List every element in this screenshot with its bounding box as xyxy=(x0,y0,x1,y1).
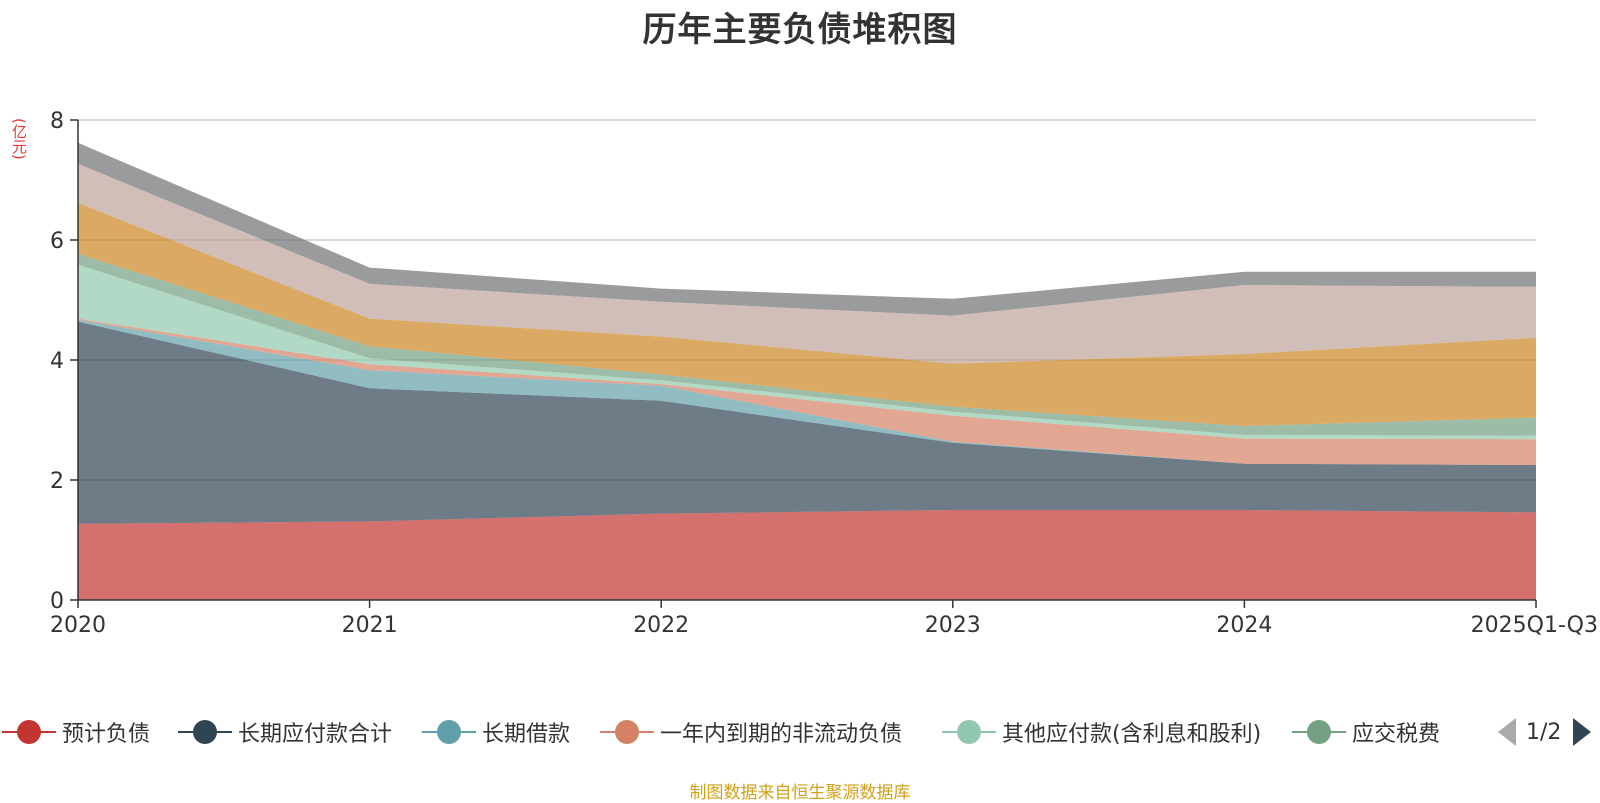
y-tick-label: 8 xyxy=(50,109,64,134)
area-series-1[interactable] xyxy=(78,510,1536,600)
legend-item-6[interactable]: 应交税费 xyxy=(1290,712,1440,752)
legend-item-1[interactable]: 预计负债 xyxy=(0,712,150,752)
y-axis-unit-label: (亿元) xyxy=(10,118,28,160)
y-tick-label: 4 xyxy=(50,349,64,374)
y-tick-label: 6 xyxy=(50,229,64,254)
legend-label: 其他应付款(含利息和股利) xyxy=(1002,722,1262,747)
legend-label: 长期应付款合计 xyxy=(238,722,393,747)
legend: 预计负债 长期应付款合计 长期借款 一年内到期的非流动负债 其他应付款(含利息和… xyxy=(0,712,1600,752)
legend-item-5[interactable]: 其他应付款(含利息和股利) xyxy=(940,712,1261,752)
legend-marker-icon xyxy=(940,712,998,752)
legend-page-indicator: 1/2 xyxy=(1526,719,1562,745)
legend-label: 长期借款 xyxy=(482,722,571,747)
tick-labels: 0 2 4 6 8 2020 2021 2022 2023 2024 2025Q1-Q3 xyxy=(50,109,1598,638)
legend-next-page-icon[interactable] xyxy=(1573,718,1592,746)
y-tick-label: 2 xyxy=(50,469,64,494)
x-tick-label: 2025Q1-Q3 xyxy=(1471,613,1598,638)
area-series-layer xyxy=(78,142,1536,600)
legend-item-3[interactable]: 长期借款 xyxy=(420,712,570,752)
legend-label: 一年内到期的非流动负债 xyxy=(660,722,903,747)
source-note: 制图数据来自恒生聚源数据库 xyxy=(689,783,911,803)
legend-pager: 1/2 xyxy=(1498,712,1592,752)
legend-item-2[interactable]: 长期应付款合计 xyxy=(176,712,392,752)
legend-item-4[interactable]: 一年内到期的非流动负债 xyxy=(598,712,902,752)
area-series-4[interactable] xyxy=(78,318,1536,465)
legend-prev-page-icon[interactable] xyxy=(1498,718,1516,746)
x-tick-label: 2023 xyxy=(925,613,981,638)
x-tick-label: 2021 xyxy=(342,613,398,638)
y-tick-label: 0 xyxy=(50,589,64,614)
x-tick-label: 2024 xyxy=(1216,613,1272,638)
axes xyxy=(70,119,1537,608)
chart-title: 历年主要负债堆积图 xyxy=(642,10,958,50)
stacked-area-chart: 0 2 4 6 8 2020 2021 2022 2023 2024 2025Q1-Q3 xyxy=(50,109,1598,638)
area-series-7[interactable] xyxy=(78,202,1536,426)
legend-marker-icon xyxy=(1290,712,1348,752)
area-series-8[interactable] xyxy=(78,163,1536,364)
x-tick-label: 2020 xyxy=(50,613,106,638)
legend-marker-icon xyxy=(176,712,234,752)
x-tick-label: 2022 xyxy=(633,613,689,638)
legend-marker-icon xyxy=(420,712,478,752)
area-series-2[interactable] xyxy=(78,321,1536,524)
legend-marker-icon xyxy=(598,712,656,752)
legend-label: 预计负债 xyxy=(62,722,151,747)
legend-marker-icon xyxy=(0,712,58,752)
legend-label: 应交税费 xyxy=(1352,722,1441,747)
